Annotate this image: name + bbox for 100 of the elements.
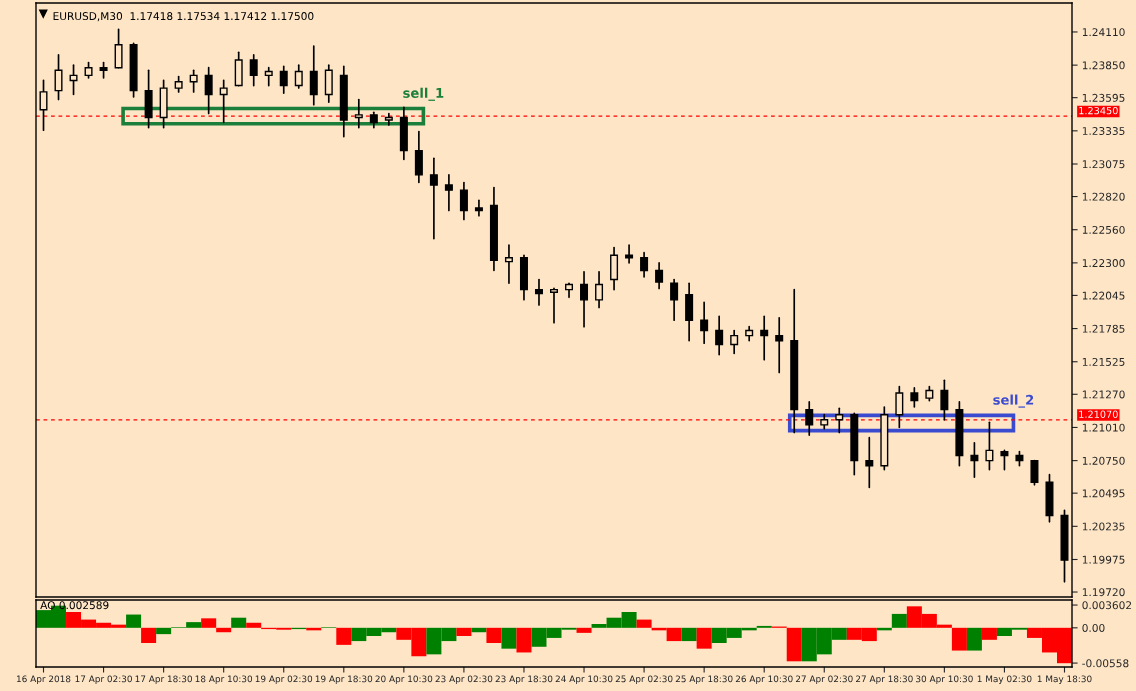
- candlestick: [730, 329, 739, 355]
- y-tick-label: 1.21785: [1082, 324, 1125, 333]
- x-tick-label: 18 Apr 10:30: [195, 675, 253, 684]
- candlestick: [219, 79, 228, 124]
- x-tick-label: 25 Apr 18:30: [675, 675, 733, 684]
- candlestick: [279, 65, 288, 95]
- bar: [966, 627, 982, 651]
- y-tick-label: 0.003602: [1082, 601, 1132, 610]
- ref-line-label: 1.21070: [1079, 410, 1118, 418]
- candlestick: [865, 436, 874, 489]
- ref-line-label: 1.23450: [1079, 106, 1118, 115]
- x-tick-label: 1 May 02:30: [977, 675, 1032, 684]
- candlestick: [444, 174, 453, 212]
- candlestick: [940, 379, 949, 421]
- annotation: sell_2: [993, 394, 1034, 408]
- annotation: sell_1: [403, 87, 444, 101]
- bar: [201, 618, 217, 628]
- candlestick: [189, 69, 198, 93]
- candlestick: [474, 199, 483, 217]
- candlestick: [805, 401, 814, 436]
- bar: [141, 627, 157, 643]
- bar: [576, 627, 592, 633]
- y-tick-label: 1.21525: [1082, 357, 1125, 366]
- y-tick-label: 1.20750: [1082, 456, 1125, 465]
- bar: [486, 627, 502, 643]
- candlestick: [534, 278, 543, 306]
- y-tick-label: 1.21270: [1082, 390, 1125, 399]
- bar: [891, 613, 907, 628]
- candlestick: [249, 54, 258, 87]
- y-tick-label: 0.00: [1082, 623, 1105, 632]
- candlestick: [895, 385, 904, 429]
- bar: [471, 627, 487, 633]
- candlestick: [39, 79, 48, 132]
- candlestick: [670, 278, 679, 322]
- x-tick-label: 27 Apr 18:30: [855, 675, 913, 684]
- bar: [126, 614, 142, 628]
- y-tick-label: 1.22560: [1082, 225, 1125, 234]
- candlestick: [264, 66, 273, 87]
- candlestick: [775, 316, 784, 374]
- bar: [336, 627, 352, 645]
- candlestick: [69, 64, 78, 96]
- candlestick: [595, 270, 604, 309]
- y-tick-label: 1.23075: [1082, 160, 1125, 169]
- candlestick: [640, 251, 649, 278]
- y-tick-label: 1.19720: [1082, 588, 1125, 597]
- y-tick-label: 1.23335: [1082, 127, 1125, 135]
- x-tick-label: 17 Apr 18:30: [135, 675, 193, 684]
- candlestick: [294, 64, 303, 89]
- bar: [681, 627, 697, 642]
- candlestick: [1030, 459, 1039, 486]
- y-tick-label: 1.21010: [1082, 423, 1125, 432]
- y-tick-label: 1.23595: [1082, 93, 1125, 102]
- y-tick-label: 1.22300: [1082, 259, 1125, 268]
- candlestick: [429, 157, 438, 240]
- candlestick: [655, 262, 664, 290]
- x-tick-label: 26 Apr 10:30: [735, 675, 793, 684]
- candlestick: [835, 407, 844, 434]
- bar: [156, 627, 172, 635]
- candlestick: [985, 421, 994, 471]
- candlestick: [459, 181, 468, 221]
- candlestick: [550, 287, 558, 324]
- y-tick-label: 1.20495: [1082, 489, 1125, 498]
- candlestick: [354, 98, 363, 129]
- candlestick: [504, 244, 513, 285]
- y-tick-label: 1.22045: [1082, 291, 1125, 300]
- bar: [501, 627, 517, 649]
- candlestick: [970, 441, 979, 479]
- candlestick: [580, 270, 589, 328]
- x-tick-label: 17 Apr 02:30: [75, 675, 132, 684]
- candlestick: [114, 28, 123, 69]
- x-tick-label: 27 Apr 02:30: [795, 675, 853, 684]
- x-tick-label: 20 Apr 10:30: [375, 675, 433, 684]
- x-tick-label: 16 Apr 2018: [17, 675, 71, 684]
- candlestick: [700, 301, 709, 345]
- bar: [981, 627, 997, 640]
- x-tick-label: 1 May 18:30: [1037, 675, 1092, 684]
- y-tick-label: 1.20235: [1082, 522, 1125, 531]
- x-tick-label: 25 Apr 02:30: [615, 675, 673, 684]
- y-tick-label: 1.24110: [1082, 28, 1125, 37]
- candlestick: [384, 112, 393, 126]
- bar: [231, 617, 247, 628]
- bar: [696, 627, 712, 649]
- x-tick-label: 19 Apr 18:30: [315, 675, 373, 684]
- bar: [636, 619, 652, 628]
- text: EURUSD,M30 1.17418 1.17534 1.17412 1.17500: [53, 12, 314, 22]
- candlestick: [715, 315, 724, 356]
- chart-title: AO 0.002589: [40, 601, 109, 610]
- y-tick-label: 1.22820: [1082, 192, 1125, 201]
- bar: [516, 627, 532, 653]
- candlestick: [54, 54, 63, 101]
- x-tick-label: 24 Apr 10:30: [555, 675, 613, 684]
- x-tick-label: 23 Apr 02:30: [435, 675, 493, 684]
- candlestick: [1000, 449, 1009, 471]
- candlestick: [309, 45, 318, 106]
- bar: [456, 627, 472, 637]
- bar: [951, 627, 967, 651]
- candlestick: [910, 387, 919, 408]
- bar: [786, 627, 802, 662]
- y-tick-label: 1.19975: [1082, 555, 1125, 564]
- candlestick: [760, 315, 769, 361]
